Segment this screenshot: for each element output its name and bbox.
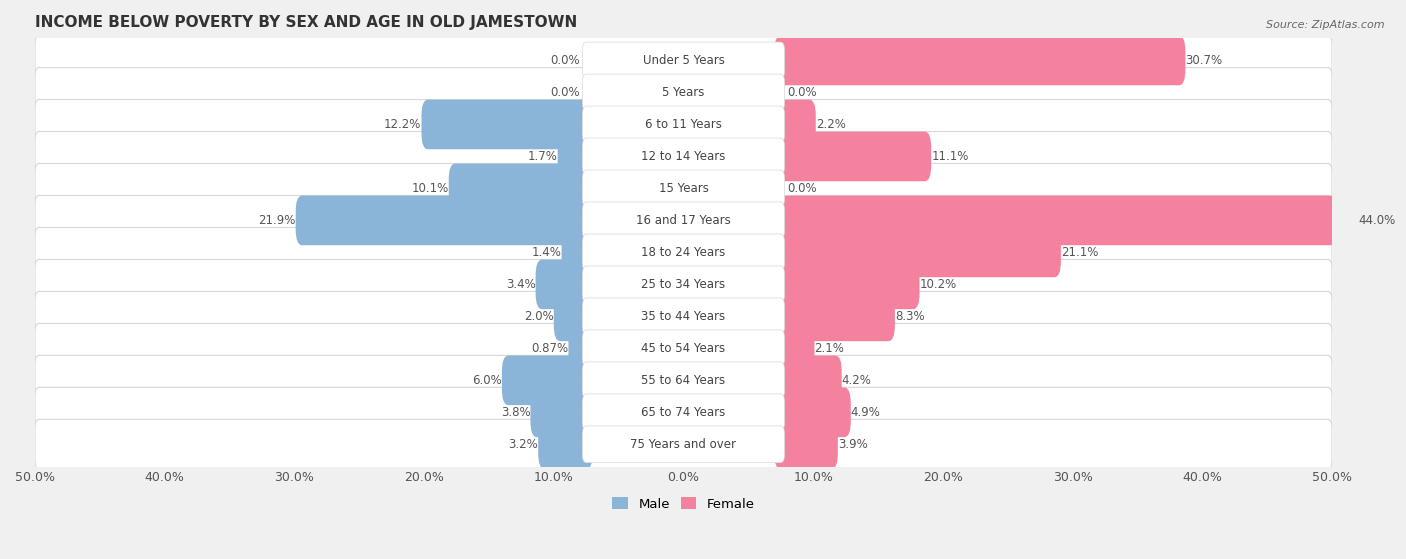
FancyBboxPatch shape <box>35 196 1331 245</box>
FancyBboxPatch shape <box>536 259 593 309</box>
Text: Under 5 Years: Under 5 Years <box>643 54 724 67</box>
Text: INCOME BELOW POVERTY BY SEX AND AGE IN OLD JAMESTOWN: INCOME BELOW POVERTY BY SEX AND AGE IN O… <box>35 15 578 30</box>
Text: 15 Years: 15 Years <box>658 182 709 195</box>
Text: 3.2%: 3.2% <box>509 438 538 451</box>
FancyBboxPatch shape <box>582 138 785 175</box>
Text: 21.9%: 21.9% <box>259 214 295 227</box>
Text: 10.1%: 10.1% <box>412 182 449 195</box>
Text: 10.2%: 10.2% <box>920 278 956 291</box>
FancyBboxPatch shape <box>775 324 814 373</box>
Text: 35 to 44 Years: 35 to 44 Years <box>641 310 725 323</box>
FancyBboxPatch shape <box>582 266 785 303</box>
FancyBboxPatch shape <box>35 324 1331 373</box>
Text: 45 to 54 Years: 45 to 54 Years <box>641 342 725 355</box>
FancyBboxPatch shape <box>775 132 931 181</box>
FancyBboxPatch shape <box>558 132 593 181</box>
Legend: Male, Female: Male, Female <box>607 492 761 516</box>
Text: 1.7%: 1.7% <box>527 150 558 163</box>
FancyBboxPatch shape <box>582 202 785 239</box>
FancyBboxPatch shape <box>502 356 593 405</box>
Text: 2.1%: 2.1% <box>814 342 845 355</box>
FancyBboxPatch shape <box>775 36 1185 86</box>
Text: 0.87%: 0.87% <box>531 342 568 355</box>
Text: 2.2%: 2.2% <box>815 118 845 131</box>
FancyBboxPatch shape <box>775 387 851 437</box>
Text: Source: ZipAtlas.com: Source: ZipAtlas.com <box>1267 20 1385 30</box>
Text: 11.1%: 11.1% <box>931 150 969 163</box>
FancyBboxPatch shape <box>530 387 593 437</box>
FancyBboxPatch shape <box>775 356 842 405</box>
Text: 3.4%: 3.4% <box>506 278 536 291</box>
Text: 75 Years and over: 75 Years and over <box>630 438 737 451</box>
FancyBboxPatch shape <box>35 131 1331 182</box>
FancyBboxPatch shape <box>582 330 785 367</box>
Text: 8.3%: 8.3% <box>894 310 925 323</box>
FancyBboxPatch shape <box>35 100 1331 149</box>
FancyBboxPatch shape <box>582 234 785 271</box>
FancyBboxPatch shape <box>561 228 593 277</box>
FancyBboxPatch shape <box>35 387 1331 437</box>
Text: 25 to 34 Years: 25 to 34 Years <box>641 278 725 291</box>
Text: 44.0%: 44.0% <box>1358 214 1395 227</box>
Text: 18 to 24 Years: 18 to 24 Years <box>641 246 725 259</box>
FancyBboxPatch shape <box>554 292 593 341</box>
FancyBboxPatch shape <box>35 291 1331 342</box>
FancyBboxPatch shape <box>35 419 1331 469</box>
FancyBboxPatch shape <box>422 100 593 149</box>
FancyBboxPatch shape <box>35 228 1331 277</box>
FancyBboxPatch shape <box>582 362 785 399</box>
FancyBboxPatch shape <box>582 394 785 431</box>
FancyBboxPatch shape <box>35 259 1331 309</box>
FancyBboxPatch shape <box>582 426 785 463</box>
FancyBboxPatch shape <box>582 42 785 79</box>
Text: 5 Years: 5 Years <box>662 86 704 99</box>
Text: 55 to 64 Years: 55 to 64 Years <box>641 374 725 387</box>
Text: 0.0%: 0.0% <box>787 182 817 195</box>
Text: 21.1%: 21.1% <box>1062 246 1098 259</box>
Text: 6 to 11 Years: 6 to 11 Years <box>645 118 721 131</box>
FancyBboxPatch shape <box>538 419 593 469</box>
Text: 0.0%: 0.0% <box>550 54 579 67</box>
Text: 4.2%: 4.2% <box>842 374 872 387</box>
FancyBboxPatch shape <box>582 106 785 143</box>
Text: 30.7%: 30.7% <box>1185 54 1223 67</box>
Text: 65 to 74 Years: 65 to 74 Years <box>641 406 725 419</box>
FancyBboxPatch shape <box>775 259 920 309</box>
FancyBboxPatch shape <box>582 74 785 111</box>
Text: 1.4%: 1.4% <box>531 246 561 259</box>
Text: 4.9%: 4.9% <box>851 406 880 419</box>
FancyBboxPatch shape <box>35 36 1331 86</box>
FancyBboxPatch shape <box>775 419 838 469</box>
Text: 6.0%: 6.0% <box>472 374 502 387</box>
FancyBboxPatch shape <box>775 292 894 341</box>
FancyBboxPatch shape <box>582 298 785 335</box>
FancyBboxPatch shape <box>775 228 1062 277</box>
FancyBboxPatch shape <box>35 163 1331 214</box>
Text: 12.2%: 12.2% <box>384 118 422 131</box>
Text: 16 and 17 Years: 16 and 17 Years <box>636 214 731 227</box>
Text: 12 to 14 Years: 12 to 14 Years <box>641 150 725 163</box>
FancyBboxPatch shape <box>775 196 1358 245</box>
FancyBboxPatch shape <box>775 100 815 149</box>
FancyBboxPatch shape <box>35 356 1331 405</box>
Text: 0.0%: 0.0% <box>787 86 817 99</box>
FancyBboxPatch shape <box>582 170 785 207</box>
Text: 0.0%: 0.0% <box>550 86 579 99</box>
FancyBboxPatch shape <box>449 164 593 213</box>
Text: 3.9%: 3.9% <box>838 438 868 451</box>
FancyBboxPatch shape <box>568 324 593 373</box>
Text: 2.0%: 2.0% <box>524 310 554 323</box>
Text: 3.8%: 3.8% <box>501 406 530 419</box>
FancyBboxPatch shape <box>35 68 1331 117</box>
FancyBboxPatch shape <box>295 196 593 245</box>
